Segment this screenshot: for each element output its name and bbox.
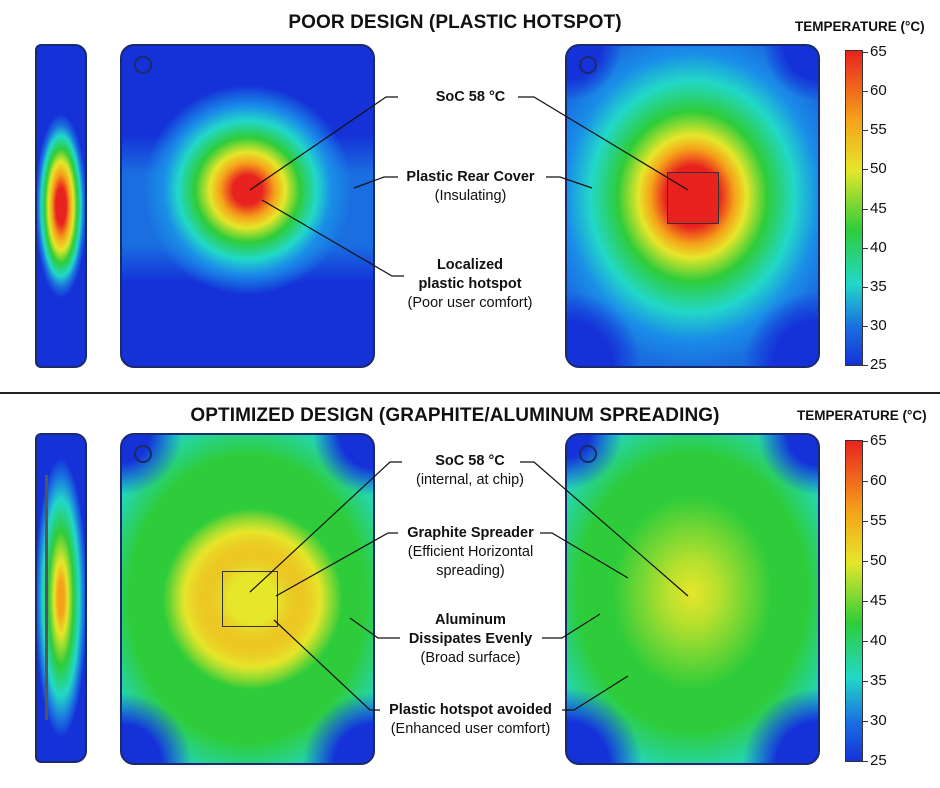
label-graphite-spreader: Graphite Spreader (Efficient Horizontal … (407, 525, 534, 579)
colorbar-tick-label: 50 (870, 552, 887, 569)
colorbar-tick-mark (863, 91, 868, 93)
colorbar-tick-label: 55 (870, 512, 887, 529)
colorbar-tick-label: 50 (870, 160, 887, 178)
colorbar-tick-mark (863, 365, 868, 366)
colorbar-title-bottom: TEMPERATURE (°C) (797, 408, 927, 423)
colorbar-tick-mark (863, 208, 868, 210)
colorbar-tick-mark (863, 441, 868, 442)
colorbar-tick-label: 65 (870, 432, 887, 449)
front-view-optimized (565, 433, 820, 765)
colorbar-tick-label: 40 (870, 632, 887, 649)
colorbar-tick-mark (863, 52, 868, 53)
leader-cover-back (353, 176, 398, 189)
graphite-spreader-box (222, 571, 278, 627)
colorbar-tick-mark (863, 681, 868, 682)
colorbar-tick-label: 40 (870, 238, 887, 256)
colorbar-tick-label: 25 (870, 752, 887, 769)
camera-icon (134, 445, 152, 463)
leader-graphite-back (275, 532, 398, 597)
colorbar-tick-mark (863, 561, 868, 562)
back-view-optimized (120, 433, 375, 765)
section-divider (0, 392, 940, 394)
camera-icon (134, 56, 152, 74)
colorbar-tick-label: 30 (870, 712, 887, 729)
colorbar-title-top: TEMPERATURE (°C) (795, 19, 925, 34)
colorbar-tick-mark (863, 761, 868, 762)
leader-avoided-back (273, 619, 380, 711)
colorbar-tick-label: 60 (870, 82, 887, 100)
colorbar-tick-label: 35 (870, 672, 887, 689)
leader-aluminum-back (349, 617, 400, 639)
soc-box-poor (667, 172, 719, 224)
leader-soc-back-opt (249, 461, 402, 593)
optimized-design-title: OPTIMIZED DESIGN (GRAPHITE/ALUMINUM SPRE… (190, 405, 720, 426)
label-aluminum: Aluminum Dissipates Evenly (Broad surfac… (408, 612, 533, 666)
leader-cover-front (546, 176, 593, 189)
colorbar-tick-label: 60 (870, 472, 887, 489)
leader-soc-front-poor (518, 96, 689, 191)
colorbar-tick-mark (863, 130, 868, 132)
side-view-poor (35, 44, 87, 368)
leader-avoided-front (562, 675, 629, 711)
colorbar-tick-label: 45 (870, 199, 887, 217)
leader-hotspot (261, 199, 404, 277)
colorbar-tick-label: 65 (870, 43, 887, 60)
colorbar-bottom (845, 440, 863, 762)
colorbar-tick-mark (863, 521, 868, 522)
leader-graphite-front (540, 532, 629, 579)
colorbar-tick-label: 55 (870, 121, 887, 139)
colorbar-tick-mark (863, 169, 868, 171)
label-soc-poor: SoC 58 °C (435, 89, 506, 105)
label-plastic-cover: Plastic Rear Cover (Insulating) (406, 169, 535, 204)
side-edge-strip (45, 475, 48, 720)
label-localized-hotspot: Localized plastic hotspot (Poor user com… (407, 257, 533, 311)
colorbar-tick-label: 30 (870, 316, 887, 334)
colorbar-tick-mark (863, 601, 868, 602)
poor-design-title: POOR DESIGN (PLASTIC HOTSPOT) (288, 12, 622, 33)
camera-icon (579, 445, 597, 463)
front-view-poor (565, 44, 820, 368)
colorbar-tick-label: 45 (870, 592, 887, 609)
colorbar-tick-mark (863, 721, 868, 722)
label-soc-optimized: SoC 58 °C (internal, at chip) (416, 453, 524, 488)
leader-aluminum-front (542, 613, 601, 639)
camera-icon (579, 56, 597, 74)
colorbar-tick-label: 35 (870, 277, 887, 295)
colorbar-tick-mark (863, 481, 868, 482)
colorbar-tick-mark (863, 641, 868, 642)
leader-soc-back-poor (249, 96, 398, 191)
colorbar-tick-label: 25 (870, 356, 887, 373)
colorbar-tick-mark (863, 286, 868, 288)
back-view-poor (120, 44, 375, 368)
leader-soc-front-opt (520, 461, 689, 597)
side-view-optimized (35, 433, 87, 763)
colorbar-tick-mark (863, 247, 868, 249)
colorbar-tick-mark (863, 325, 868, 327)
label-hotspot-avoided: Plastic hotspot avoided (Enhanced user c… (389, 702, 552, 737)
colorbar-top (845, 50, 863, 366)
